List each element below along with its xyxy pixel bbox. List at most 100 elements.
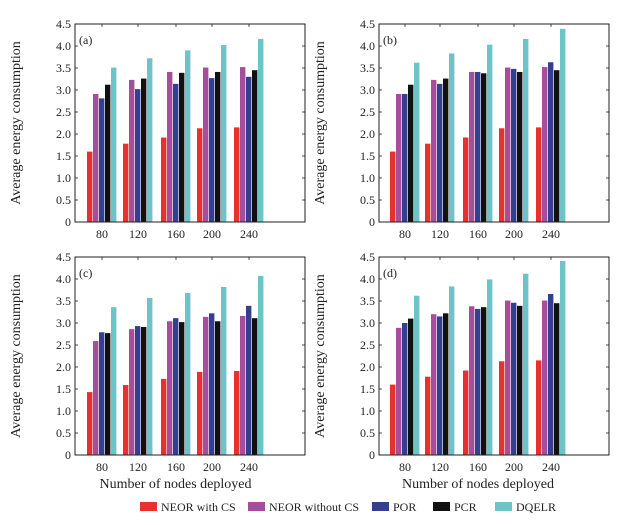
bar-dqelr-160	[185, 293, 191, 455]
chart-panel-1: 0 0.5 1.0 1.5 2.0 2.5 3.0 3.5 4.0 4.5 80 120 160 200 2…	[313, 17, 610, 241]
bar-dqelr-80	[111, 307, 117, 455]
bar-dqelr-120	[449, 53, 455, 223]
x-tick-label: 160	[469, 460, 487, 474]
x-tick-label: 160	[469, 227, 487, 241]
bar-neor-without-cs-160	[167, 71, 173, 223]
x-tick-label: 160	[167, 460, 185, 474]
y-tick-label: 2.0	[56, 360, 71, 374]
x-tick-label: 200	[203, 227, 221, 241]
y-tick-label: 0	[65, 448, 71, 462]
bar-por-200	[209, 313, 215, 455]
y-tick-label: 1.0	[360, 171, 375, 185]
bar-dqelr-200	[523, 273, 529, 455]
x-tick-label: 80	[96, 460, 108, 474]
bar-pcr-200	[215, 321, 221, 455]
y-tick-label: 4.0	[56, 272, 71, 286]
bar-neor-without-cs-240	[240, 67, 246, 223]
bar-por-240	[548, 62, 554, 222]
bar-neor-with-cs-80	[390, 384, 396, 455]
bar-dqelr-160	[487, 44, 493, 223]
bar-neor-without-cs-80	[93, 93, 99, 223]
bar-neor-without-cs-200	[505, 300, 511, 455]
chart-panel-2: 0 0.5 1.0 1.5 2.0 2.5 3.0 3.5 4.0 4.5 80 120 160 200 2…	[9, 250, 306, 492]
y-tick-label: 0.5	[360, 426, 375, 440]
bar-por-120	[437, 316, 443, 455]
bar-pcr-80	[408, 318, 414, 455]
bar-neor-without-cs-240	[542, 67, 548, 223]
y-tick-label: 3.5	[56, 294, 71, 308]
bar-neor-with-cs-120	[123, 143, 129, 222]
y-tick-label: 2.0	[360, 127, 375, 141]
y-tick-label: 2.5	[360, 105, 375, 119]
y-tick-label: 3.0	[56, 83, 71, 97]
bar-neor-with-cs-160	[463, 137, 469, 222]
bar-pcr-240	[554, 70, 560, 222]
bar-por-80	[99, 332, 105, 455]
bar-por-160	[173, 318, 179, 455]
bar-por-160	[475, 71, 481, 223]
y-tick-label: 3.0	[56, 316, 71, 330]
bar-pcr-160	[179, 72, 185, 222]
y-tick-label: 1.5	[360, 149, 375, 163]
bar-neor-without-cs-200	[203, 316, 209, 455]
legend-label: DQELR	[516, 500, 556, 514]
x-tick-label: 200	[505, 460, 523, 474]
bar-neor-without-cs-120	[129, 79, 135, 222]
y-tick-label: 4.5	[360, 17, 375, 31]
bar-neor-with-cs-240	[234, 127, 240, 222]
plot-frame	[378, 256, 610, 456]
legend-swatch-por	[372, 502, 389, 511]
y-tick-label: 3.0	[360, 83, 375, 97]
y-tick-label: 1.0	[56, 171, 71, 185]
bar-dqelr-240	[258, 38, 264, 223]
y-axis-title: Average energy consumption	[9, 274, 24, 438]
x-axis-title: Number of nodes deployed	[402, 477, 554, 492]
y-tick-label: 4.5	[56, 17, 71, 31]
x-tick-label: 240	[542, 460, 560, 474]
y-tick-label: 1.0	[360, 404, 375, 418]
y-tick-label: 2.5	[56, 338, 71, 352]
legend-swatch-neor-with-cs	[140, 502, 157, 511]
bar-por-200	[511, 302, 517, 455]
panel-label: (b)	[383, 33, 397, 47]
y-tick-label: 4.0	[56, 39, 71, 53]
x-axis-title: Number of nodes deployed	[99, 477, 251, 492]
bar-neor-with-cs-160	[463, 370, 469, 455]
y-tick-label: 1.5	[56, 382, 71, 396]
bar-neor-without-cs-160	[469, 306, 475, 455]
bar-por-120	[135, 326, 141, 455]
bar-pcr-200	[517, 71, 523, 223]
bar-neor-with-cs-120	[425, 143, 431, 222]
y-tick-label: 2.5	[360, 338, 375, 352]
bar-neor-without-cs-200	[203, 67, 209, 222]
bar-neor-without-cs-120	[431, 314, 437, 455]
bar-por-160	[173, 83, 179, 222]
x-tick-label: 80	[399, 460, 411, 474]
bar-neor-without-cs-120	[129, 329, 135, 455]
x-tick-label: 120	[431, 460, 449, 474]
legend-label: PCR	[454, 500, 477, 514]
legend-swatch-neor-without-cs	[248, 502, 265, 511]
bar-pcr-160	[481, 307, 487, 455]
bar-por-80	[402, 323, 408, 455]
bar-neor-without-cs-120	[431, 79, 437, 222]
bar-pcr-240	[554, 303, 560, 455]
bar-neor-with-cs-120	[123, 385, 129, 455]
y-tick-label: 0	[65, 215, 71, 229]
bar-neor-with-cs-240	[234, 370, 240, 455]
bar-neor-with-cs-80	[87, 392, 93, 455]
y-tick-label: 0.5	[56, 426, 71, 440]
x-tick-label: 240	[542, 227, 560, 241]
bar-neor-with-cs-160	[161, 378, 167, 455]
bar-neor-without-cs-80	[396, 93, 402, 223]
y-tick-label: 3.0	[360, 316, 375, 330]
bar-dqelr-120	[147, 58, 153, 222]
bar-dqelr-160	[487, 279, 493, 455]
bar-dqelr-200	[221, 45, 227, 223]
bar-dqelr-80	[111, 67, 117, 222]
bar-neor-with-cs-160	[161, 137, 167, 222]
y-tick-label: 0.5	[360, 193, 375, 207]
y-tick-label: 3.5	[360, 61, 375, 75]
bar-por-200	[511, 68, 517, 222]
bar-dqelr-160	[185, 50, 191, 223]
